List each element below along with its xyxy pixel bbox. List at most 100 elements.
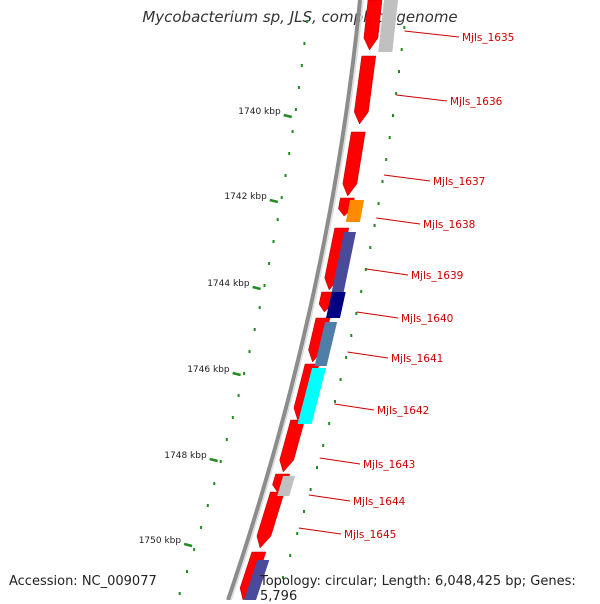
outer-scale-dot	[350, 334, 353, 337]
inner-scale-dot	[297, 86, 300, 89]
inner-scale-dot	[263, 284, 266, 287]
gene-leader-line	[366, 268, 409, 276]
genome-backbone	[226, 0, 364, 600]
kbp-tick-label: 1742 kbp	[224, 192, 267, 202]
gene-label: Mjls_1641	[391, 353, 443, 365]
gene-label: Mjls_1640	[401, 313, 453, 325]
kbp-tick-label: 1740 kbp	[238, 107, 281, 117]
gene-box-gray	[378, 0, 398, 52]
kbp-tick-mark	[252, 285, 261, 291]
inner-scale-dot	[213, 482, 216, 485]
kbp-tick-label: 1748 kbp	[164, 451, 207, 461]
gene-label: Mjls_1644	[353, 496, 406, 508]
gene-arrow	[363, 0, 383, 51]
gene-box-slate	[331, 232, 356, 292]
outer-scale-dot	[381, 180, 384, 183]
kbp-tick-mark	[269, 198, 279, 204]
inner-scale-dot	[291, 130, 294, 133]
kbp-ticks: 1740 kbp 1742 kbp 1744 kbp 1746 kbp 1748 kbp…	[139, 107, 293, 548]
outer-scale-dot	[274, 598, 277, 600]
outer-scale-dot	[345, 356, 348, 359]
gene-box-navy	[326, 292, 346, 318]
inner-scale-dot	[303, 42, 306, 45]
kbp-tick-mark	[232, 371, 241, 377]
gene-leader-line	[334, 403, 375, 411]
accession-text: Accession: NC_009077	[9, 574, 157, 589]
kbp-tick-label: 1744 kbp	[207, 279, 250, 289]
gene-leader-line	[356, 311, 399, 319]
gene-label: Mjls_1643	[363, 459, 415, 471]
inner-scale-dot	[225, 438, 228, 441]
gene-features	[239, 0, 398, 600]
gene-label: Mjls_1642	[377, 405, 429, 417]
inner-scale-dot	[300, 64, 303, 67]
outer-scale-dot	[282, 576, 284, 579]
inner-scale-dot	[288, 152, 291, 155]
inner-scale-dot	[186, 570, 188, 573]
backbone-line	[226, 0, 362, 600]
inner-scale-dot	[268, 262, 271, 265]
inner-scale-dot	[305, 20, 308, 23]
inner-scale-dot	[276, 218, 279, 221]
gene-label: Mjls_1639	[411, 270, 463, 282]
gene-box-orange	[345, 200, 364, 222]
outer-scale-dot	[373, 224, 376, 227]
gene-labels: Mjls_1635 Mjls_1636 Mjls_1637 Mjls_1638 Mjls…	[298, 30, 514, 541]
inner-scale-dot	[258, 306, 261, 309]
outer-scale-dot	[339, 378, 342, 381]
gene-label: Mjls_1638	[423, 219, 475, 231]
outer-scale-dot	[377, 202, 380, 205]
kbp-tick-mark	[183, 542, 193, 548]
gene-leader-line	[396, 94, 448, 102]
outer-scale-dot	[395, 92, 398, 95]
outer-scale-dot	[309, 488, 312, 491]
outer-scale-dot	[355, 312, 358, 315]
inner-scale-dot	[200, 526, 203, 529]
inner-scale-dot	[206, 504, 209, 507]
gene-box-slate	[244, 560, 270, 600]
outer-scale-dot	[392, 114, 394, 117]
outer-scale-dot	[388, 136, 391, 139]
gene-leader-line	[308, 494, 351, 502]
outer-scale-dot	[360, 290, 363, 293]
outer-scale-dot	[296, 532, 299, 535]
inner-scale-dot	[178, 592, 181, 595]
outer-scale-dot	[328, 422, 331, 425]
gene-leader-line	[298, 527, 342, 535]
gene-label: Mjls_1637	[433, 176, 485, 188]
outer-scale-dot	[385, 158, 388, 161]
backbone-highlight	[230, 0, 364, 600]
outer-scale-dot	[398, 70, 400, 73]
kbp-tick-label: 1750 kbp	[139, 536, 182, 546]
kbp-tick-label: 1746 kbp	[187, 365, 230, 375]
inner-scale-dot	[237, 394, 240, 397]
inner-scale-dot	[284, 174, 287, 177]
gene-box-gray	[277, 476, 296, 496]
gene-leader-line	[376, 217, 421, 225]
inner-scale-dot	[248, 350, 251, 353]
gene-label: Mjls_1635	[462, 32, 514, 44]
gene-leader-line	[383, 174, 431, 182]
inner-scale-dot	[243, 372, 246, 375]
outer-scale-dot	[400, 48, 403, 51]
outer-scale-dot	[369, 246, 372, 249]
gene-leader-line	[347, 351, 389, 359]
scale-dots	[178, 20, 406, 600]
gene-leader-line	[404, 30, 460, 38]
outer-scale-dot	[316, 466, 318, 469]
outer-scale-dot	[403, 26, 406, 29]
inner-scale-dot	[253, 328, 256, 331]
gene-arrow	[342, 131, 366, 197]
inner-scale-dot	[272, 240, 275, 243]
outer-scale-dot	[303, 510, 305, 513]
gene-arrow	[354, 55, 377, 125]
inner-scale-dot	[193, 548, 196, 551]
kbp-tick-mark	[283, 113, 293, 119]
gene-box-steel	[314, 322, 338, 366]
outer-scale-dot	[289, 554, 292, 557]
inner-scale-dot	[219, 460, 222, 463]
gene-box-cyan	[297, 368, 327, 424]
inner-scale-dot	[231, 416, 234, 419]
kbp-tick-mark	[209, 457, 218, 463]
